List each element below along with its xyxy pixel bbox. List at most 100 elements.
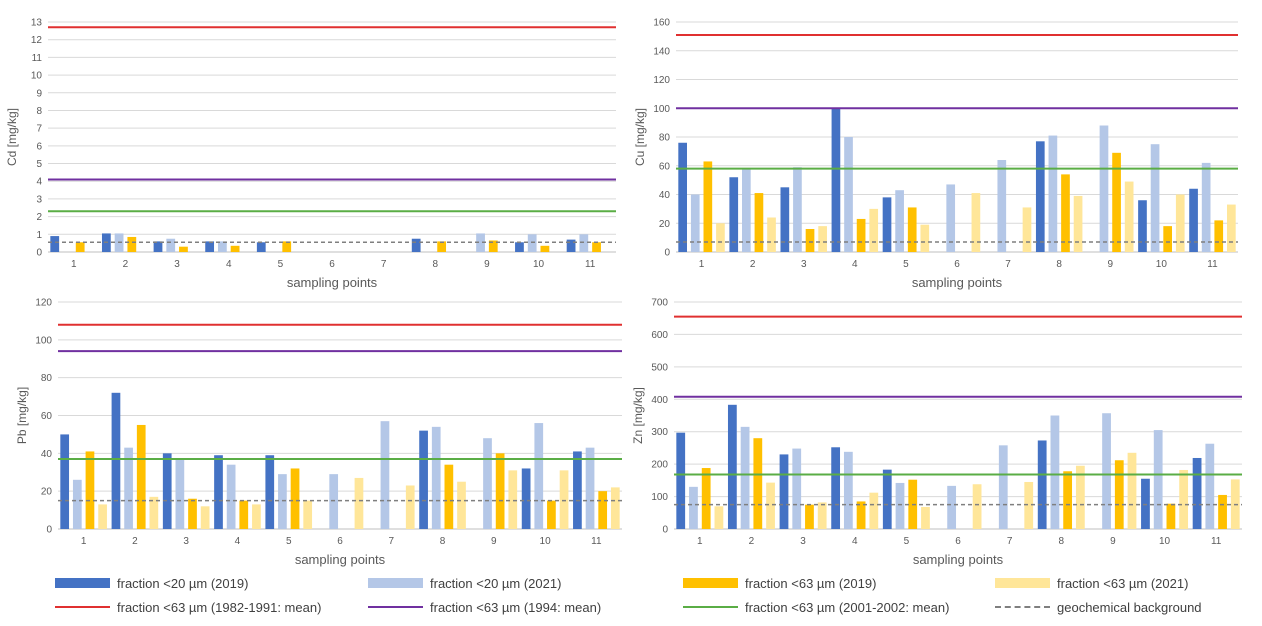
- pb-bar-s20-2019-1: [60, 434, 70, 529]
- cd-xtick-label-4: 4: [226, 259, 232, 270]
- pb-bar-s20-2021-9: [483, 438, 492, 529]
- pb-ytick-label: 40: [41, 449, 53, 460]
- zn-bar-s63-2019-9: [1114, 460, 1124, 529]
- zn-ytick-label: 300: [651, 427, 668, 438]
- cd-bar-s63-2019-3: [179, 246, 188, 252]
- zn-xtick-label-11: 11: [1211, 536, 1222, 547]
- legend-item-mean-1982-1991: fraction <63 µm (1982-1991: mean): [55, 598, 321, 616]
- cd-ytick-label: 6: [36, 141, 42, 152]
- legend-swatch-s20-2019: [55, 578, 110, 588]
- zn-bar-s20-2021-3: [792, 448, 802, 529]
- cd-xaxis-title: sampling points: [287, 275, 378, 290]
- cd-xtick-label-5: 5: [278, 259, 284, 270]
- cd-bar-s20-2021-4: [217, 241, 227, 252]
- zn-bar-s20-2019-1: [676, 432, 686, 529]
- zn-bar-s20-2019-4: [831, 447, 841, 529]
- cu-bar-s63-2021-11: [1227, 204, 1236, 252]
- pb-ytick-label: 120: [35, 298, 52, 309]
- cu-bar-s20-2021-11: [1201, 162, 1211, 252]
- legend-item-background: geochemical background: [995, 598, 1202, 616]
- zn-ytick-label: 600: [651, 330, 668, 341]
- cd-xtick-label-1: 1: [71, 259, 77, 270]
- cu-bar-s63-2021-1: [716, 223, 725, 252]
- legend-item-s63-2021: fraction <63 µm (2021): [995, 574, 1188, 592]
- pb-ytick-label: 100: [35, 335, 52, 346]
- cu-bar-s20-2019-2: [729, 177, 739, 252]
- pb-bar-s20-2021-11: [585, 447, 595, 529]
- zn-xtick-label-5: 5: [904, 536, 910, 547]
- cu-bar-s63-2021-9: [1124, 181, 1134, 252]
- zn-bar-s63-2019-4: [856, 501, 866, 529]
- pb-bar-s63-2021-9: [508, 470, 518, 529]
- zn-bar-s63-2021-9: [1127, 452, 1137, 529]
- pb-bar-s63-2021-1: [98, 504, 107, 529]
- legend-swatch-mean-1982-1991: [55, 606, 110, 608]
- cd-bar-s20-2021-10: [527, 234, 537, 252]
- cu-bar-s20-2019-10: [1138, 200, 1147, 252]
- zn-bar-s20-2021-1: [689, 486, 698, 529]
- legend-label-s20-2019: fraction <20 µm (2019): [117, 575, 249, 591]
- zn-ytick-label: 400: [651, 395, 668, 406]
- pb-bar-s20-2019-3: [162, 453, 172, 529]
- pb-xaxis-title: sampling points: [295, 552, 386, 567]
- zn-bar-s20-2019-3: [779, 454, 789, 529]
- cu-bar-s63-2019-2: [754, 193, 764, 252]
- cu-bar-s63-2021-10: [1175, 194, 1185, 252]
- cd-ytick-label: 0: [36, 248, 42, 259]
- pb-xtick-label-5: 5: [286, 536, 292, 547]
- cd-ytick-label: 12: [31, 35, 43, 46]
- zn-bar-s20-2021-2: [740, 426, 750, 529]
- cu-xtick-label-7: 7: [1005, 259, 1011, 270]
- pb-bar-s63-2021-5: [303, 500, 313, 529]
- cd-ytick-label: 10: [31, 71, 43, 82]
- legend-label-s63-2019: fraction <63 µm (2019): [745, 575, 877, 591]
- pb-bar-s63-2019-3: [188, 498, 197, 529]
- cu-xtick-label-1: 1: [699, 259, 705, 270]
- cd-bar-s20-2019-1: [50, 236, 60, 252]
- cu-xtick-label-6: 6: [954, 259, 960, 270]
- cu-ytick-label: 100: [653, 104, 670, 115]
- cu-bar-s20-2019-3: [780, 187, 790, 252]
- legend-label-mean-1982-1991: fraction <63 µm (1982-1991: mean): [117, 599, 322, 615]
- zn-bar-s63-2021-8: [1075, 465, 1085, 529]
- zn-bar-s20-2021-9: [1102, 413, 1111, 529]
- pb-ytick-label: 80: [41, 373, 53, 384]
- pb-ytick-label: 20: [41, 487, 53, 498]
- cd-bar-s63-2019-4: [230, 245, 240, 252]
- cu-ytick-label: 0: [664, 248, 670, 259]
- pb-bar-s63-2019-11: [598, 491, 608, 529]
- pb-bar-s63-2021-7: [405, 485, 415, 529]
- zn-bar-s20-2019-5: [882, 469, 892, 529]
- pb-bar-s20-2021-3: [175, 459, 185, 529]
- cd-ytick-label: 7: [36, 124, 42, 135]
- zn-xtick-label-2: 2: [749, 536, 755, 547]
- cu-bar-s20-2021-7: [997, 160, 1007, 252]
- cu-bar-s63-2021-3: [818, 226, 827, 252]
- zn-bar-s63-2019-11: [1218, 494, 1227, 529]
- cd-bar-s63-2019-8: [437, 241, 447, 252]
- legend-item-mean-1994: fraction <63 µm (1994: mean): [368, 598, 601, 616]
- cd-bar-s20-2021-3: [166, 238, 176, 252]
- pb-xtick-label-2: 2: [132, 536, 138, 547]
- pb-bar-s63-2019-2: [136, 424, 146, 529]
- cu-ytick-label: 20: [659, 219, 671, 230]
- pb-ytick-label: 0: [46, 525, 52, 536]
- zn-bar-s20-2019-10: [1141, 478, 1150, 529]
- legend-item-s20-2021: fraction <20 µm (2021): [368, 574, 561, 592]
- cu-bar-s63-2021-6: [971, 193, 981, 252]
- legend-label-background: geochemical background: [1057, 599, 1202, 615]
- cd-bar-s20-2019-11: [566, 239, 576, 252]
- cu-bar-s20-2019-4: [831, 108, 841, 252]
- zn-ytick-label: 700: [651, 298, 668, 309]
- zn-bar-s63-2019-2: [753, 438, 763, 529]
- cd-bar-s63-2019-5: [282, 241, 292, 252]
- cu-ytick-label: 140: [653, 46, 670, 57]
- cu-ytick-label: 40: [659, 190, 671, 201]
- cd-xtick-label-9: 9: [484, 259, 490, 270]
- zn-xtick-label-10: 10: [1159, 536, 1171, 547]
- zn-xtick-label-6: 6: [955, 536, 961, 547]
- pb-bar-s63-2021-4: [252, 504, 261, 529]
- legend-item-s63-2019: fraction <63 µm (2019): [683, 574, 876, 592]
- zn-bar-s63-2021-6: [972, 484, 982, 529]
- pb-xtick-label-6: 6: [337, 536, 343, 547]
